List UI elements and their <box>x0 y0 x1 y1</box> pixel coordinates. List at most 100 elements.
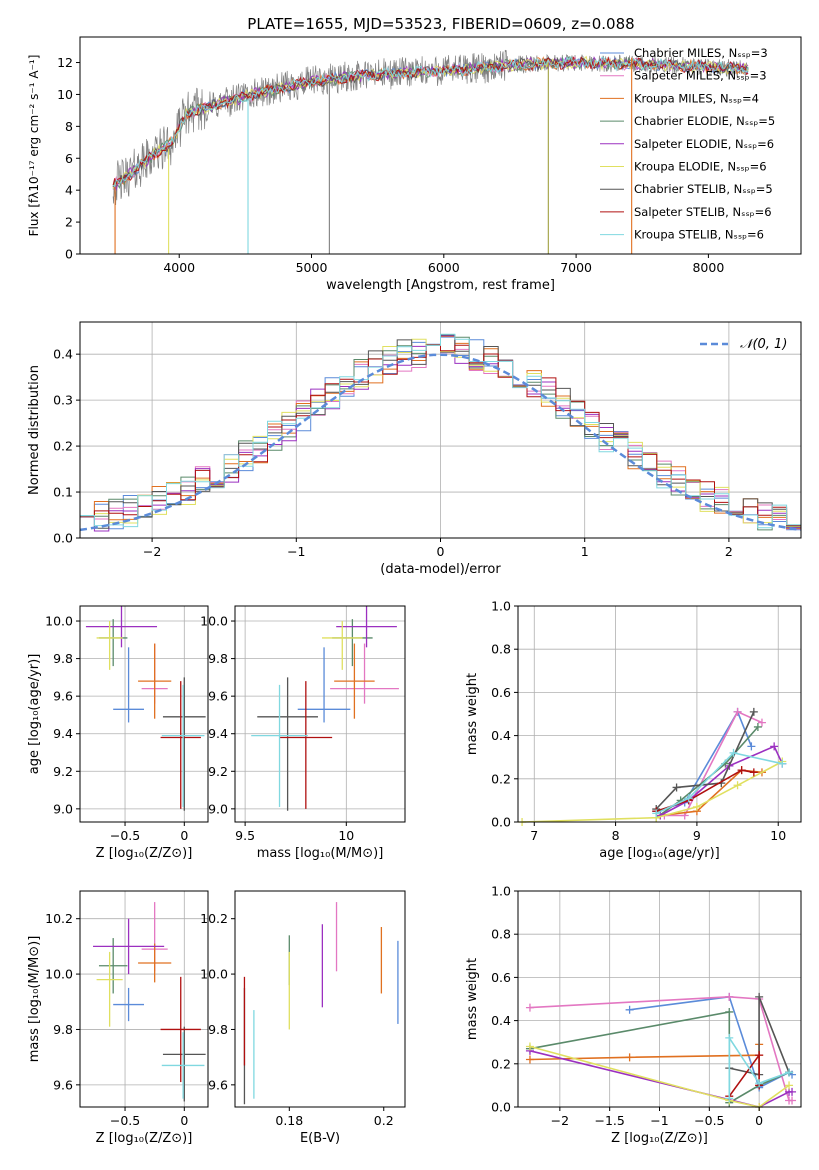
axes: 7 8 9 10 0.0 0.2 0.4 0.6 0.8 1.0 age [log₁₀(age/yr… <box>465 599 802 861</box>
data-point-marker <box>788 1096 797 1105</box>
x-axis-label: (data-model)/error <box>380 562 501 577</box>
y-tick-label: 0.0 <box>53 531 73 546</box>
x-tick-label: 0 <box>437 544 445 559</box>
chart-mass-vs-EBV: 0.18 0.2 9.6 9.8 10.0 10.2 E(B-V) <box>200 890 406 1146</box>
grid <box>80 891 208 1107</box>
x-tick-label: 5000 <box>296 260 328 275</box>
plot-area: Chabrier MILES, Nₛₛₚ=3 Salpeter MILES, Nₛ… <box>112 46 775 254</box>
x-tick-label: 7 <box>530 828 538 843</box>
x-tick-label: −2 <box>143 544 161 559</box>
data-point-marker <box>725 1033 734 1042</box>
x-tick-label: −0.5 <box>110 828 140 843</box>
x-tick-label: −0.5 <box>110 1113 140 1128</box>
model-spectrum <box>112 55 749 188</box>
x-tick-label: 0.18 <box>275 1113 303 1128</box>
data-point-marker <box>733 781 742 790</box>
y-tick-label: 0.6 <box>491 970 511 985</box>
x-tick-label: −0.5 <box>694 1113 724 1128</box>
data-point-marker <box>692 802 701 811</box>
y-axis-label: Flux [fλ10⁻¹⁷ erg cm⁻² s⁻¹ A⁻¹] <box>27 55 41 237</box>
chart-age-vs-Z: −0.5 0 9.0 9.2 9.4 9.6 9.8 10.0 Z [log₁₀(Z/Z⊙)] a… <box>27 605 209 861</box>
mass-weight-line <box>729 996 790 1076</box>
y-tick-label: 4 <box>65 183 73 198</box>
y-tick-label: 2 <box>65 215 73 230</box>
y-tick-label: 10.2 <box>200 911 228 926</box>
chart-spectrum: Chabrier MILES, Nₛₛₚ=3 Salpeter MILES, Nₛ… <box>27 36 802 293</box>
y-tick-label: 0.4 <box>491 728 511 743</box>
data-point-marker <box>753 722 762 731</box>
y-tick-label: 12 <box>57 55 73 70</box>
y-tick-label: 8 <box>65 119 73 134</box>
data-point-marker <box>788 1087 797 1096</box>
y-tick-label: 10.0 <box>45 614 73 629</box>
data-point-marker <box>747 742 756 751</box>
mass-weight-line <box>529 1045 790 1108</box>
grid <box>518 605 801 823</box>
y-tick-label: 0.4 <box>53 347 73 362</box>
legend-entry: Chabrier ELODIE, Nₛₛₚ=5 <box>634 114 775 128</box>
x-axis-label: mass [log₁₀(M/M⊙)] <box>257 846 384 861</box>
mass-weight-line <box>529 995 792 1102</box>
legend-entry: Salpeter STELIB, Nₛₛₚ=6 <box>634 205 772 219</box>
x-tick-label: 8000 <box>692 260 724 275</box>
legend-entry: Kroupa STELIB, Nₛₛₚ=6 <box>634 228 764 242</box>
chart-residuals: 𝒩(0, 1) −2 −1 0 1 2 0.0 0.1 0.2 0.3 0.4 (data-model… <box>27 321 802 577</box>
x-tick-label: −2 <box>551 1113 569 1128</box>
y-tick-label: 9.0 <box>208 801 228 816</box>
chart-mass-weight-vs-age: 7 8 9 10 0.0 0.2 0.4 0.6 0.8 1.0 age [log₁₀(age/yr… <box>465 599 802 861</box>
data-point-marker <box>729 748 738 757</box>
y-tick-label: 0.3 <box>53 393 73 408</box>
chart-age-vs-mass: 9.5 10 9.0 9.2 9.4 9.6 9.8 10.0 mass [log₁₀(M/M⊙… <box>200 605 406 861</box>
x-axis-label: Z [log₁₀(Z/Z⊙)] <box>611 1131 708 1146</box>
y-tick-label: 10.2 <box>45 911 73 926</box>
legend-entry: Kroupa ELODIE, Nₛₛₚ=6 <box>634 160 767 174</box>
y-axis-label: Normed distribution <box>27 365 42 495</box>
mass-weight-line <box>655 726 759 819</box>
y-axis-label: mass weight <box>465 673 480 755</box>
y-tick-label: 1.0 <box>491 599 511 614</box>
axes-frame <box>79 890 209 1108</box>
axes-frame <box>79 321 802 539</box>
axes: −0.5 0 9.0 9.2 9.4 9.6 9.8 10.0 Z [log₁₀(Z/Z⊙)] a… <box>27 605 209 861</box>
residual-histogram <box>80 344 801 526</box>
x-tick-label: −1.5 <box>594 1113 624 1128</box>
x-tick-label: 2 <box>725 544 733 559</box>
data-point-marker <box>625 1005 634 1014</box>
data-point-marker <box>625 1053 634 1062</box>
x-tick-label: −1 <box>650 1113 668 1128</box>
axes: 0.18 0.2 9.6 9.8 10.0 10.2 E(B-V) <box>200 890 406 1146</box>
y-tick-label: 0.8 <box>491 642 511 657</box>
plot-area <box>251 606 399 811</box>
y-tick-label: 1.0 <box>491 884 511 899</box>
plot-area: 𝒩(0, 1) <box>79 333 802 532</box>
data-point-marker <box>749 768 758 777</box>
data-point-marker <box>525 1042 534 1051</box>
legend: Chabrier MILES, Nₛₛₚ=3 Salpeter MILES, Nₛ… <box>600 46 775 242</box>
x-tick-label: 0 <box>180 1113 188 1128</box>
plot-area <box>93 902 206 1102</box>
x-tick-label: 10 <box>770 828 786 843</box>
legend-entry: Kroupa MILES, Nₛₛₚ=4 <box>634 91 759 105</box>
chart-mass-vs-Z: −0.5 0 9.6 9.8 10.0 10.2 Z [log₁₀(Z/Z⊙)] mass [… <box>27 890 209 1146</box>
data-point-marker <box>733 707 742 716</box>
data-point-marker <box>749 707 758 716</box>
legend-entry: Salpeter ELODIE, Nₛₛₚ=6 <box>634 137 774 151</box>
x-tick-label: −1 <box>287 544 305 559</box>
axes: −0.5 0 9.6 9.8 10.0 10.2 Z [log₁₀(Z/Z⊙)] mass [… <box>27 890 209 1146</box>
data-point-marker <box>525 1055 534 1064</box>
data-point-marker <box>684 794 693 803</box>
data-point-marker <box>737 766 746 775</box>
model-spectrum <box>112 56 749 187</box>
data-point-marker <box>755 1051 764 1060</box>
y-tick-label: 9.4 <box>53 726 73 741</box>
x-axis-label: Z [log₁₀(Z/Z⊙)] <box>96 1131 193 1146</box>
axes: −2 −1 0 1 2 0.0 0.1 0.2 0.3 0.4 (data-model)/error… <box>27 321 802 577</box>
y-tick-label: 10.0 <box>200 967 228 982</box>
y-tick-label: 0 <box>65 247 73 262</box>
axes-frame <box>234 605 406 823</box>
x-tick-label: 8 <box>612 828 620 843</box>
legend-entry: Chabrier STELIB, Nₛₛₚ=5 <box>634 182 773 196</box>
y-tick-label: 0.1 <box>53 485 73 500</box>
y-tick-label: 9.6 <box>208 1077 228 1092</box>
y-tick-label: 9.8 <box>53 1022 73 1037</box>
